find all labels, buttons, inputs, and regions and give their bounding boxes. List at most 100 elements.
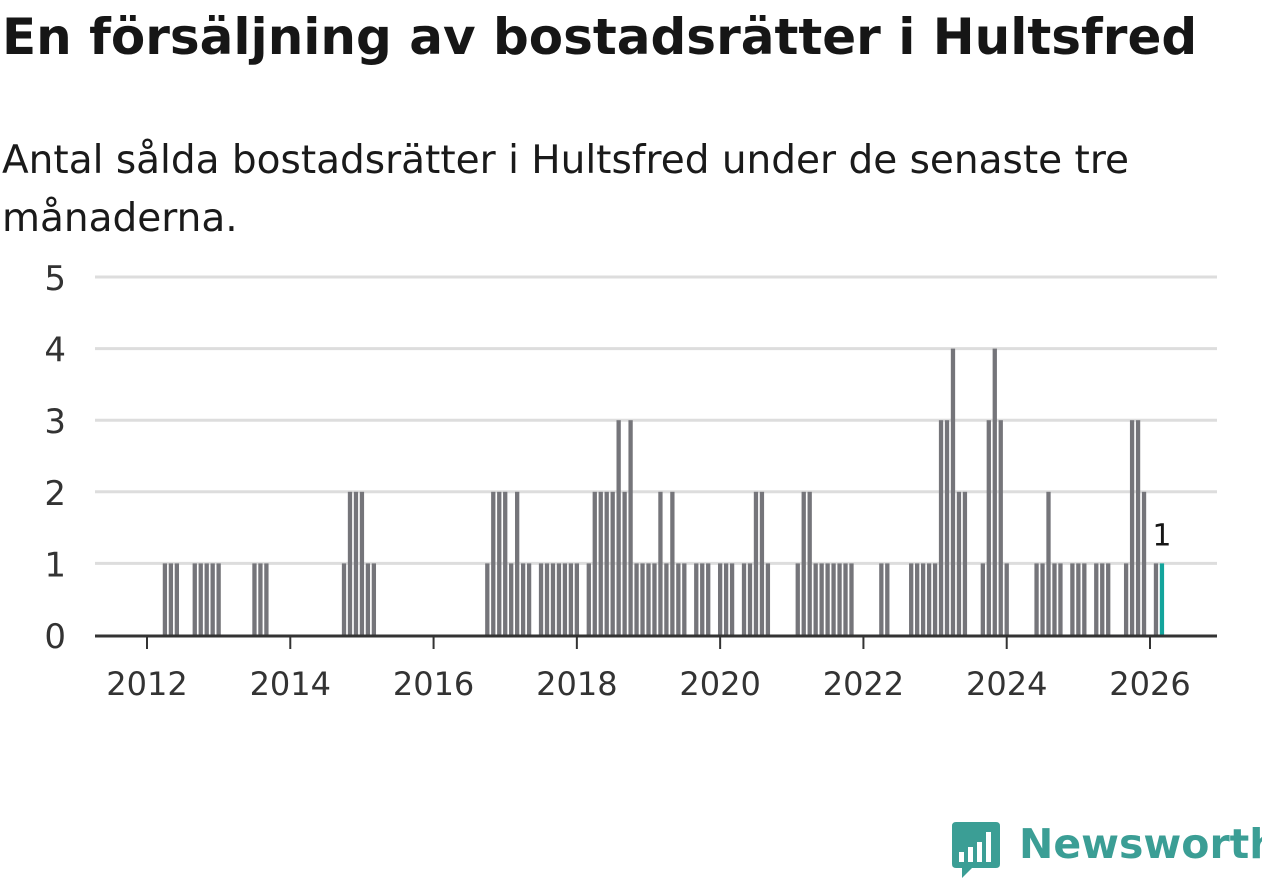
bar <box>765 563 771 635</box>
bar <box>813 563 818 635</box>
bar <box>568 563 574 635</box>
bar <box>717 563 723 635</box>
bar <box>192 563 197 635</box>
bar <box>646 563 651 635</box>
bar <box>831 563 836 635</box>
bar <box>1034 563 1039 635</box>
bar <box>652 563 657 635</box>
bar <box>670 491 675 635</box>
bar <box>998 420 1003 635</box>
bar <box>586 563 591 635</box>
bar <box>753 491 759 635</box>
bar <box>950 348 956 635</box>
x-tick-label: 2022 <box>823 665 904 703</box>
x-tick-label: 2014 <box>250 665 331 703</box>
bar <box>252 563 257 635</box>
bar <box>610 491 615 635</box>
bar <box>347 491 353 635</box>
bar <box>198 563 203 635</box>
bar <box>909 563 914 635</box>
bar <box>216 563 221 635</box>
bar <box>353 491 359 635</box>
chart-title: En försäljning av bostadsrätter i Hultsf… <box>2 8 1198 66</box>
bar <box>723 563 729 635</box>
bar <box>598 491 603 635</box>
bar <box>962 491 968 635</box>
bar <box>264 563 269 635</box>
bar <box>1082 563 1087 635</box>
bar <box>807 491 812 635</box>
bar <box>210 563 215 635</box>
bar-chart-bubble-icon <box>952 822 1000 878</box>
bar <box>520 563 526 635</box>
bar <box>980 563 985 635</box>
bar <box>920 563 926 635</box>
bar <box>658 491 663 635</box>
bar <box>1052 563 1057 635</box>
x-tick-label: 2012 <box>106 665 187 703</box>
x-tick-label: 2018 <box>536 665 617 703</box>
bar <box>503 491 508 635</box>
bar <box>825 563 830 635</box>
x-tick-label: 2016 <box>393 665 474 703</box>
bar <box>944 420 950 635</box>
bar <box>956 491 962 635</box>
bar <box>885 563 890 635</box>
y-tick-label: 3 <box>44 402 66 442</box>
y-tick-label: 0 <box>44 617 66 657</box>
brand-name: Newsworthy <box>1019 820 1262 868</box>
bar <box>556 563 562 635</box>
bar <box>694 563 699 635</box>
bar <box>341 563 347 635</box>
bar <box>592 491 597 635</box>
bar <box>819 563 824 635</box>
bar <box>759 491 765 635</box>
bar <box>162 563 168 635</box>
bar <box>986 420 991 635</box>
bar <box>497 491 502 635</box>
chart-subtitle: Antal sålda bostadsrätter i Hultsfred un… <box>2 138 1130 241</box>
bar <box>795 563 800 635</box>
bar <box>550 563 556 635</box>
bar <box>562 563 568 635</box>
bar <box>1076 563 1081 635</box>
bar <box>682 563 687 635</box>
bar <box>628 420 633 635</box>
bar <box>915 563 920 635</box>
bar <box>616 420 621 635</box>
bar <box>849 563 854 635</box>
bar <box>204 563 209 635</box>
bar <box>174 563 180 635</box>
bar <box>1046 491 1051 635</box>
bar <box>574 563 580 635</box>
bar <box>747 563 753 635</box>
bar-highlight <box>1159 563 1165 635</box>
bar <box>706 563 711 635</box>
bar <box>729 563 735 635</box>
bar <box>359 491 365 635</box>
y-tick-label: 4 <box>44 331 66 371</box>
bar <box>544 563 550 635</box>
bar <box>1135 420 1141 635</box>
bar <box>1141 491 1147 635</box>
bar <box>1123 563 1129 635</box>
bar <box>258 563 263 635</box>
bar <box>1100 563 1105 635</box>
bar <box>365 563 371 635</box>
bar <box>843 563 848 635</box>
bar <box>926 563 932 635</box>
bar <box>634 563 639 635</box>
bar <box>932 563 938 635</box>
bar <box>837 563 842 635</box>
y-tick-label: 5 <box>44 259 66 299</box>
bar <box>515 491 520 635</box>
bar <box>1058 563 1063 635</box>
x-tick-label: 2026 <box>1109 665 1190 703</box>
bar <box>1070 563 1075 635</box>
x-tick-label: 2020 <box>679 665 760 703</box>
bar <box>879 563 884 635</box>
bar <box>168 563 174 635</box>
bar <box>622 491 627 635</box>
bar <box>640 563 645 635</box>
bar <box>491 491 496 635</box>
